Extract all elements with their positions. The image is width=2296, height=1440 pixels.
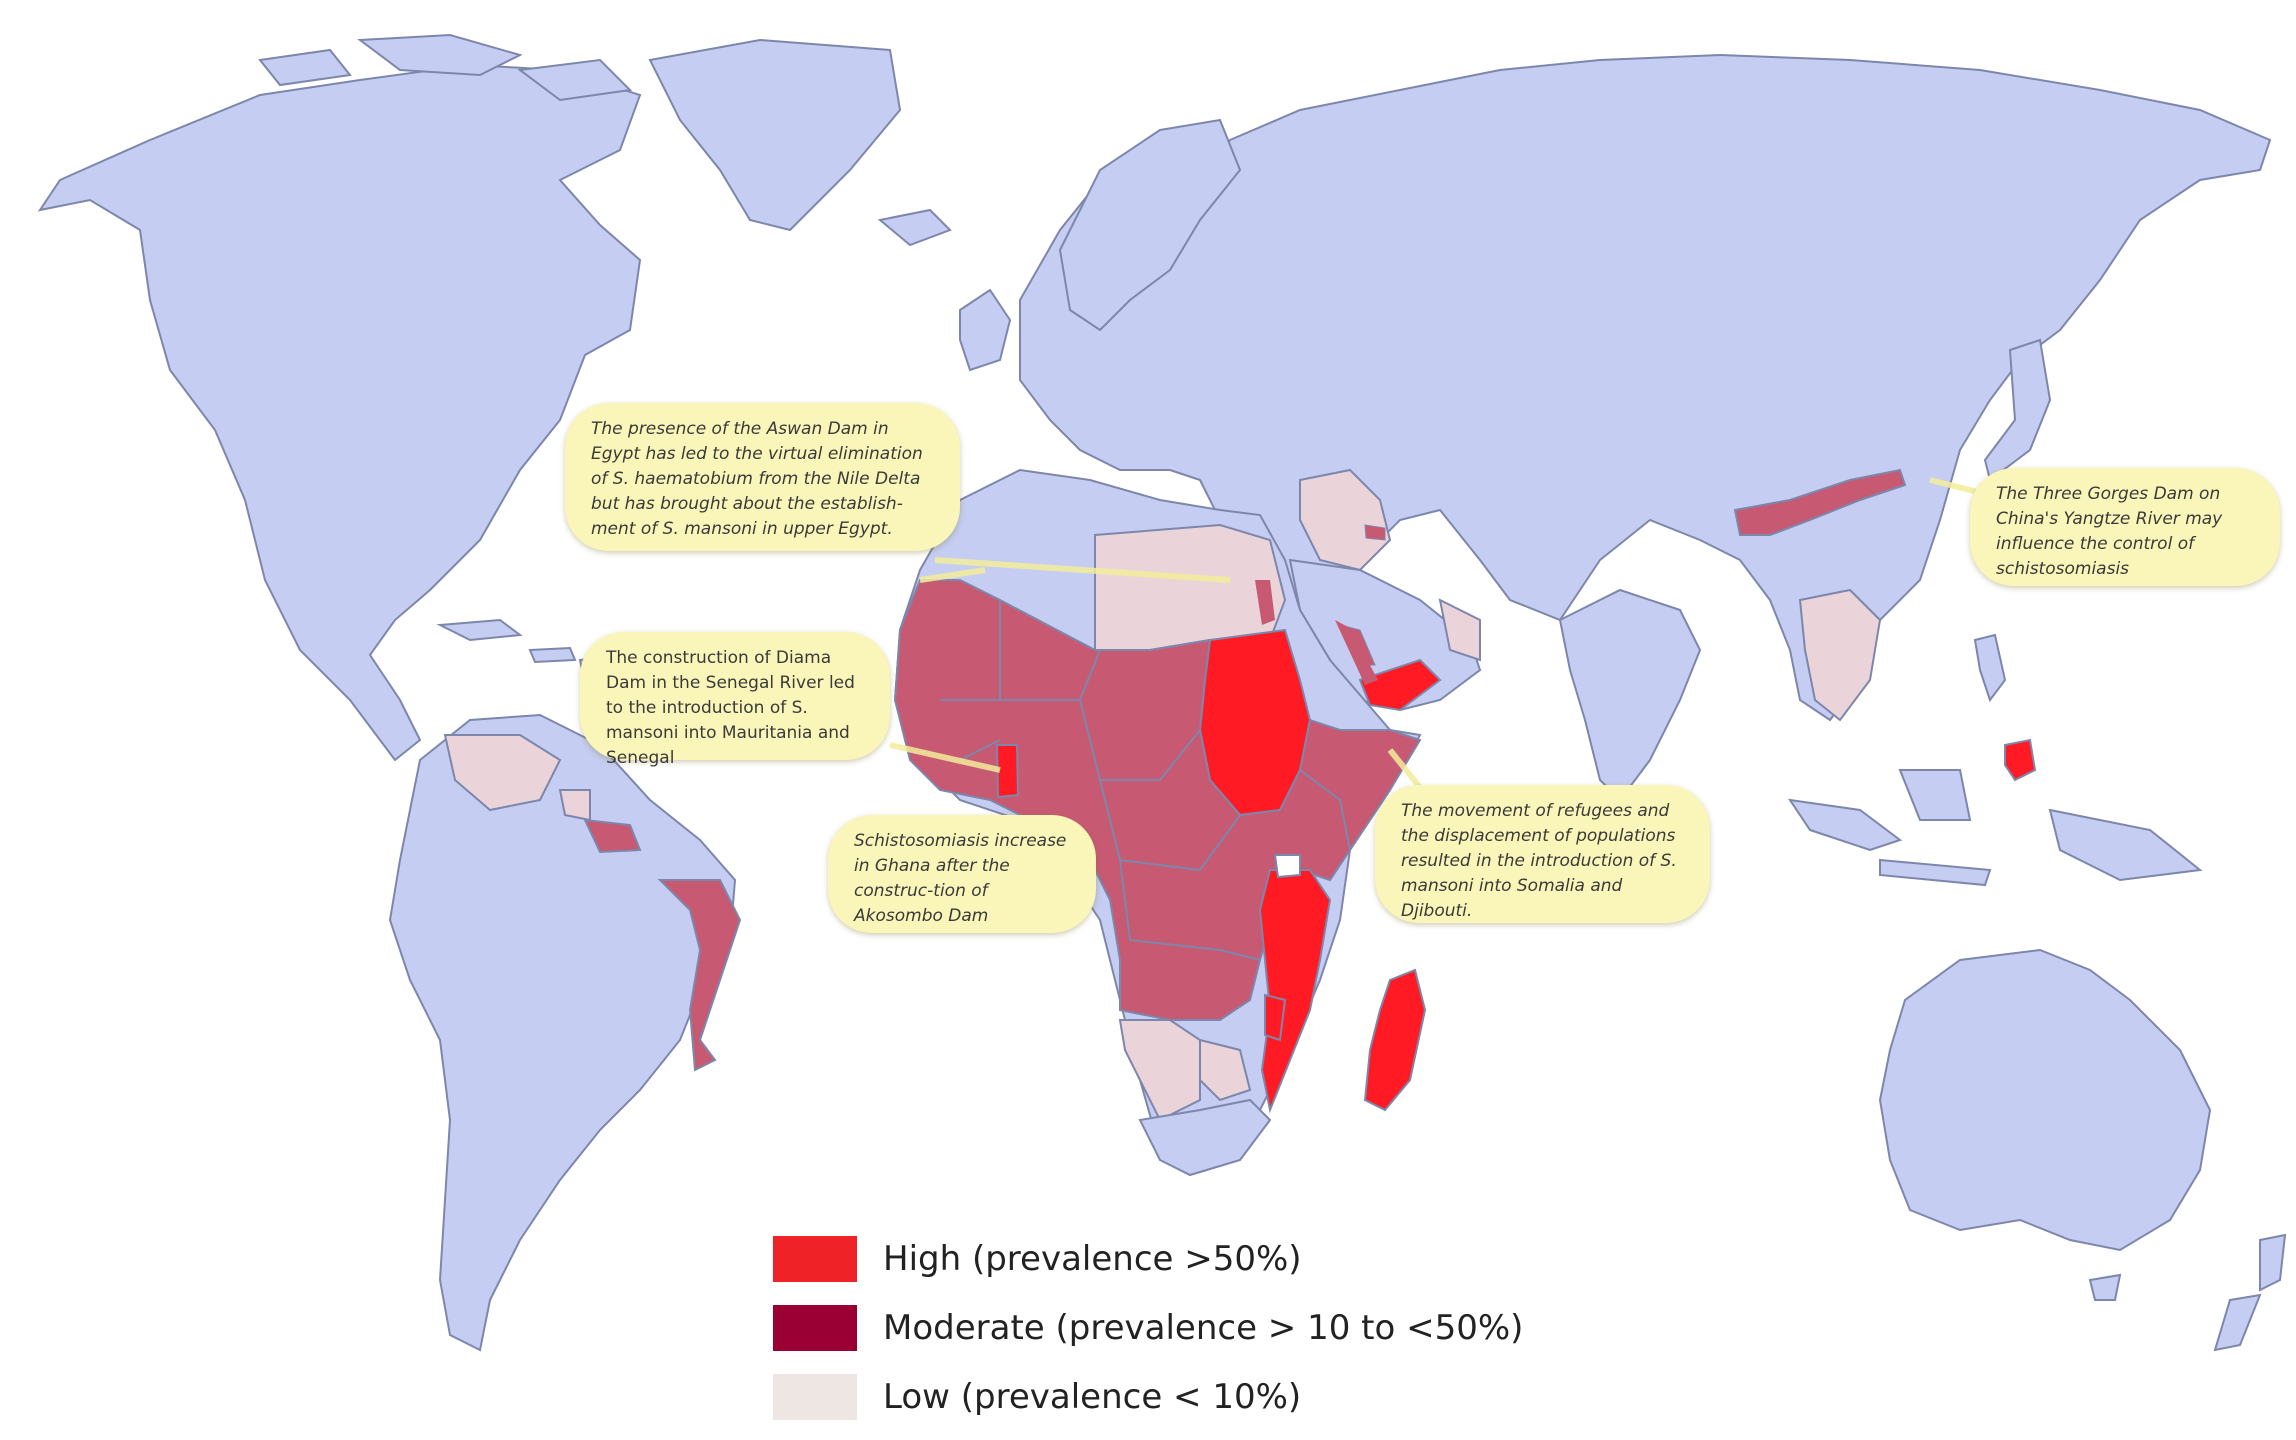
east-africa-high-region [1258, 869, 1332, 1114]
suriname-moderate-region [583, 818, 642, 854]
legend-moderate-swatch [773, 1305, 857, 1351]
legend-high-label: High (prevalence >50%) [883, 1239, 1302, 1279]
japan-landmass [1983, 338, 2052, 482]
callout-diama-text: The construction of Diama Dam in the Sen… [606, 648, 855, 768]
africa-internal-borders [940, 600, 1351, 961]
callout-pointer-lines [889, 477, 1991, 802]
malawi-high-region [1264, 993, 1287, 1042]
arctic-islands [258, 33, 633, 102]
venezuela-low-region [443, 734, 562, 812]
callout-refugees-text: The movement of refugees and the displac… [1401, 801, 1677, 921]
australia-landmass [1878, 948, 2212, 1252]
legend-moderate-label: Moderate (prevalence > 10 to <50%) [883, 1308, 1524, 1348]
guyana-low-region [558, 789, 591, 822]
south-africa-landmass [1138, 1098, 1272, 1177]
india-landmass [1558, 588, 1702, 802]
mindanao-high-region [2004, 738, 2037, 782]
scandinavia-landmass [1058, 118, 1242, 332]
se-asia-low-region [1798, 588, 1882, 722]
callout-three-gorges-text: The Three Gorges Dam on China's Yangtze … [1996, 484, 2223, 579]
iraq-moderate-region [1364, 524, 1386, 541]
callout-ghana-text: Schistosomiasis increase in Ghana after … [854, 831, 1067, 926]
callout-aswan-text: The presence of the Aswan Dam in Egypt h… [591, 419, 923, 539]
legend-low-swatch [773, 1374, 857, 1420]
middle-east-low-region [1299, 468, 1392, 572]
callout-diama-dam: The construction of Diama Dam in the Sen… [580, 632, 890, 768]
indonesia-landmass [1787, 769, 2203, 887]
callout-aswan-dam: The presence of the Aswan Dam in Egypt h… [565, 403, 960, 551]
new-zealand-landmass [2213, 1233, 2287, 1352]
legend-low: Low (prevalence < 10%) [773, 1374, 1301, 1420]
yemen-high-region [1358, 658, 1442, 712]
uk-landmass [959, 288, 1012, 372]
nile-moderate-strip [1255, 580, 1275, 625]
greenland-landmass [648, 38, 902, 232]
brazil-coast-moderate-region [657, 879, 742, 1072]
south-america-landmass [388, 713, 737, 1352]
north-america-landmass [37, 63, 642, 762]
callout-three-gorges-dam: The Three Gorges Dam on China's Yangtze … [1970, 468, 2280, 586]
legend-high-swatch [773, 1236, 857, 1282]
callout-ghana-akosombo: Schistosomiasis increase in Ghana after … [828, 815, 1096, 933]
oman-low-region [1438, 598, 1481, 662]
iceland-landmass [877, 208, 952, 247]
legend-high: High (prevalence >50%) [773, 1236, 1302, 1282]
southern-africa-low-region [1118, 1019, 1252, 1122]
ghana-high-region [995, 744, 1020, 799]
legend-moderate: Moderate (prevalence > 10 to <50%) [773, 1305, 1523, 1351]
philippines-landmass [1973, 633, 2007, 703]
madagascar-high-region [1363, 968, 1427, 1112]
lake-victoria [1273, 854, 1301, 879]
china-yangtze-moderate-region [1733, 468, 1907, 536]
legend-low-label: Low (prevalence < 10%) [883, 1377, 1302, 1417]
red-sea-moderate-strip [1335, 620, 1378, 685]
tasmania-landmass [2088, 1273, 2122, 1301]
callout-refugees: The movement of refugees and the displac… [1375, 785, 1710, 923]
